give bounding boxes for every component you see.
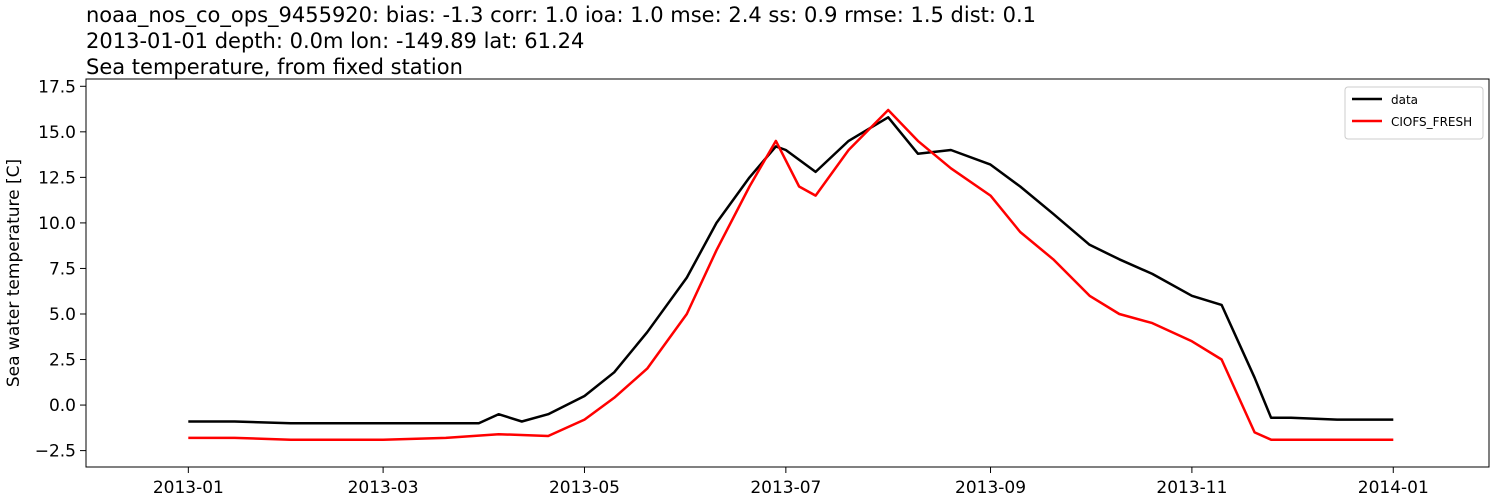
x-tick-label: 2014-01	[1358, 478, 1429, 498]
legend: data CIOFS_FRESH	[1344, 86, 1484, 140]
y-tick-label: 15.0	[38, 123, 76, 143]
y-axis: −2.5 0.0 2.5 5.0 7.5 10.0 12.5 15.0 17.5	[35, 77, 86, 462]
y-tick-label: 7.5	[49, 259, 76, 279]
chart-title-block: noaa_nos_co_ops_9455920: bias: -1.3 corr…	[86, 2, 1036, 80]
x-tick-label: 2013-03	[348, 478, 419, 498]
x-tick-label: 2013-09	[955, 478, 1026, 498]
y-tick-label: 12.5	[38, 168, 76, 188]
y-tick-label: 5.0	[49, 305, 76, 325]
plot-area	[188, 108, 1394, 441]
series-line-ciofs-fresh	[188, 108, 1394, 441]
y-tick-label: 2.5	[49, 351, 76, 371]
x-tick-label: 2013-05	[549, 478, 620, 498]
y-tick-label: 17.5	[38, 77, 76, 97]
legend-label-data: data	[1391, 93, 1418, 107]
x-axis: 2013-01 2013-03 2013-05 2013-07 2013-09 2013-…	[153, 467, 1429, 498]
plot-frame	[85, 78, 1490, 468]
y-tick-label: 10.0	[38, 214, 76, 234]
legend-label-ciofs-fresh: CIOFS_FRESH	[1391, 115, 1472, 129]
y-tick-label: −2.5	[35, 442, 76, 462]
y-tick-label: 0.0	[49, 396, 76, 416]
chart-title-metrics: noaa_nos_co_ops_9455920: bias: -1.3 corr…	[86, 3, 1037, 27]
y-axis-label: Sea water temperature [C]	[4, 159, 24, 387]
series-line-data	[188, 116, 1394, 425]
x-tick-label: 2013-11	[1156, 478, 1227, 498]
chart-title-description: Sea temperature, from fixed station	[86, 55, 463, 79]
chart-title-location: 2013-01-01 depth: 0.0m lon: -149.89 lat:…	[86, 29, 585, 53]
x-tick-label: 2013-07	[750, 478, 821, 498]
x-tick-label: 2013-01	[153, 478, 224, 498]
